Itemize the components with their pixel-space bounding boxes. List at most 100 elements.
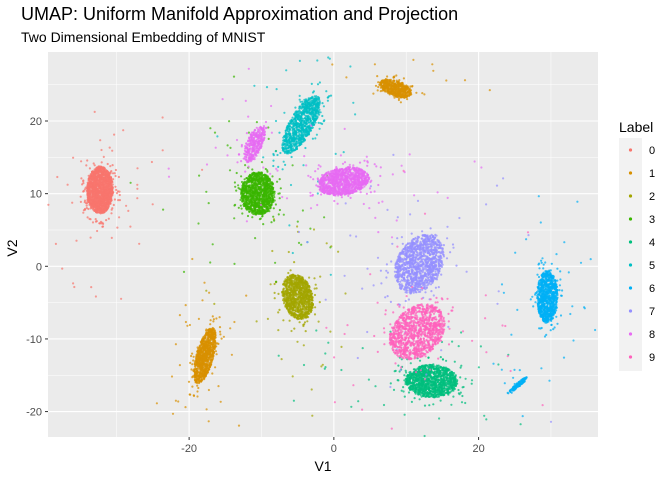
- data-point: [204, 349, 206, 351]
- data-point: [289, 308, 291, 310]
- data-point: [90, 201, 92, 203]
- data-point: [288, 286, 290, 288]
- data-point: [104, 167, 106, 169]
- data-point: [215, 317, 217, 319]
- data-point: [306, 303, 308, 305]
- data-point: [293, 286, 295, 288]
- data-point: [296, 289, 298, 291]
- data-point: [289, 320, 291, 322]
- data-point: [197, 363, 199, 365]
- data-point: [199, 344, 201, 346]
- data-point: [301, 316, 303, 318]
- data-point: [216, 342, 218, 344]
- data-point: [127, 210, 129, 212]
- data-point: [411, 85, 413, 87]
- data-point: [306, 295, 308, 297]
- data-point: [278, 213, 280, 215]
- data-point: [198, 382, 200, 384]
- data-point: [118, 191, 120, 193]
- data-point: [293, 328, 295, 330]
- data-point: [214, 366, 216, 368]
- data-point: [311, 297, 313, 299]
- data-point: [402, 90, 404, 92]
- data-point: [194, 363, 196, 365]
- data-point: [171, 375, 173, 377]
- data-point: [209, 346, 211, 348]
- data-point: [125, 205, 127, 207]
- data-point: [196, 390, 198, 392]
- data-point: [96, 220, 98, 222]
- data-point: [80, 196, 82, 198]
- data-point: [405, 96, 407, 98]
- data-point: [277, 311, 279, 313]
- data-point: [271, 250, 273, 252]
- data-point: [292, 277, 294, 279]
- data-point: [219, 326, 221, 328]
- data-point: [310, 293, 312, 295]
- data-point: [197, 387, 199, 389]
- data-point: [396, 90, 398, 92]
- data-point: [201, 360, 203, 362]
- data-point: [93, 199, 95, 201]
- data-point: [193, 394, 195, 396]
- data-point: [308, 305, 310, 307]
- data-point: [393, 76, 395, 78]
- data-point: [193, 356, 195, 358]
- data-point: [299, 321, 301, 323]
- data-point: [240, 205, 242, 207]
- data-point: [189, 362, 191, 364]
- data-point: [204, 370, 206, 372]
- data-point: [310, 310, 312, 312]
- data-point: [392, 82, 394, 84]
- data-point: [293, 304, 295, 306]
- data-point: [208, 292, 210, 294]
- data-point: [88, 180, 90, 182]
- data-point: [194, 360, 196, 362]
- data-point: [111, 186, 113, 188]
- data-point: [209, 331, 211, 333]
- data-point: [102, 197, 104, 199]
- data-point: [318, 321, 320, 323]
- data-point: [122, 129, 124, 131]
- data-point: [198, 357, 200, 359]
- data-point: [95, 185, 97, 187]
- data-point: [398, 88, 400, 90]
- data-point: [412, 59, 414, 61]
- data-point: [104, 208, 106, 210]
- data-point: [297, 316, 299, 318]
- data-point: [409, 93, 411, 95]
- data-point: [203, 354, 205, 356]
- data-point: [391, 85, 393, 87]
- data-point: [396, 80, 398, 82]
- data-point: [95, 182, 97, 184]
- data-point: [109, 186, 111, 188]
- data-point: [298, 298, 300, 300]
- data-point: [294, 310, 296, 312]
- data-point: [236, 172, 238, 174]
- data-point: [90, 183, 92, 185]
- data-point: [195, 371, 197, 373]
- data-point: [97, 185, 99, 187]
- data-point: [397, 83, 399, 85]
- data-point: [99, 211, 101, 213]
- data-point: [87, 216, 89, 218]
- data-point: [109, 147, 111, 149]
- data-point: [267, 318, 269, 320]
- data-point: [179, 314, 181, 316]
- data-point: [194, 374, 196, 376]
- data-point: [191, 363, 193, 365]
- data-point: [102, 225, 104, 227]
- data-point: [201, 352, 203, 354]
- data-point: [100, 183, 102, 185]
- data-point: [305, 330, 307, 332]
- data-point: [313, 277, 315, 279]
- data-point: [223, 336, 225, 338]
- data-point: [319, 301, 321, 303]
- data-point: [273, 196, 275, 198]
- data-point: [326, 242, 328, 244]
- data-point: [291, 290, 293, 292]
- data-point: [297, 311, 299, 313]
- data-point: [209, 351, 211, 353]
- data-point: [404, 85, 406, 87]
- data-point: [152, 203, 154, 205]
